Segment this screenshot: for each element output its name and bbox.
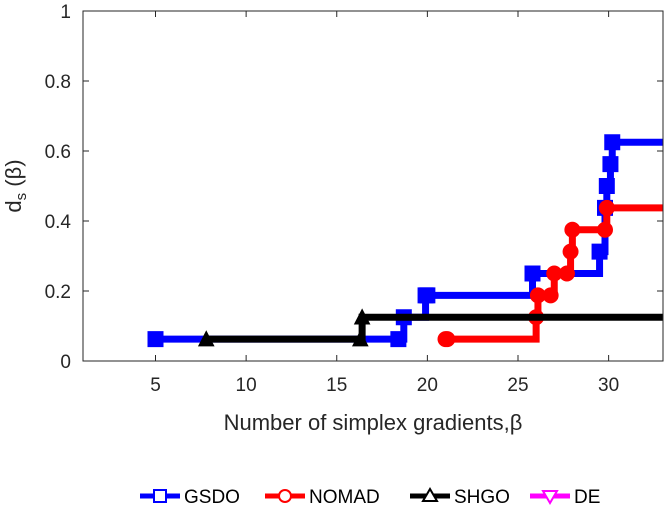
x-tick-label: 15 [326, 375, 347, 396]
data-point-nomad [562, 243, 579, 260]
data-point-gsdo [390, 331, 407, 348]
data-point-nomad [598, 199, 615, 216]
data-point-gsdo [604, 134, 621, 151]
data-point-nomad [597, 221, 613, 238]
legend-label-gsdo: GSDO [184, 487, 240, 507]
axes-box [82, 10, 664, 362]
data-point-gsdo [602, 156, 619, 173]
y-tick-label: 0.8 [45, 72, 71, 93]
legend-label-nomad: NOMAD [309, 487, 380, 507]
data-point-gsdo [147, 331, 164, 348]
data-point-gsdo [524, 265, 541, 282]
data-point-nomad [564, 221, 581, 238]
y-tick-label: 0.2 [45, 282, 71, 303]
y-axis-title-subscript: s [13, 193, 30, 201]
data-point-nomad [558, 265, 575, 282]
x-tick-label: 20 [417, 375, 438, 396]
y-tick-label: 0 [60, 352, 71, 373]
x-tick-label: 10 [236, 375, 257, 396]
legend-marker-nomad [278, 489, 292, 503]
data-point-gsdo [419, 287, 436, 304]
data-point-shgo [353, 308, 371, 325]
plot-area [83, 11, 663, 361]
y-tick-label: 1 [60, 2, 71, 23]
legend-marker-shgo [421, 487, 439, 502]
y-axis-title: ds (β) [1, 159, 30, 212]
x-tick-label: 5 [150, 375, 161, 396]
data-point-gsdo [591, 243, 608, 260]
y-tick-label: 0.6 [45, 142, 71, 163]
legend-marker-de [541, 490, 559, 505]
legend-label-de: DE [574, 487, 600, 507]
x-axis-title: Number of simplex gradients,β [224, 410, 523, 435]
data-point-nomad [439, 331, 456, 348]
legend-marker-gsdo [153, 489, 167, 503]
data-point-nomad [542, 287, 559, 304]
x-tick-label: 30 [598, 375, 619, 396]
y-axis-title-suffix: (β) [1, 159, 26, 192]
y-axis-title-main: d [1, 200, 26, 212]
legend: GSDO NOMAD SHGO DE [140, 487, 600, 507]
data-point-shgo [351, 330, 369, 347]
x-tick-label: 25 [507, 375, 528, 396]
data-point-gsdo [598, 178, 615, 194]
data-point-shgo [197, 330, 215, 347]
legend-label-shgo: SHGO [454, 487, 510, 507]
y-tick-label: 0.4 [45, 212, 72, 233]
